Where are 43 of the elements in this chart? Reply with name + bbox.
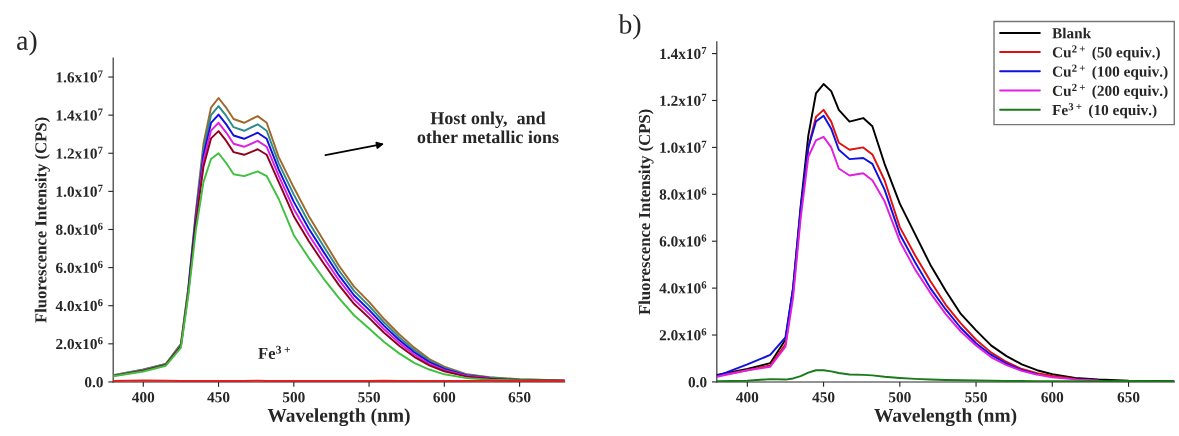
y-tick-label: 1.0x10$^{7}$ <box>56 184 103 197</box>
legend-label: Cu$^{2+}$ (100 equiv.) <box>1052 64 1168 80</box>
legend-label: Cu$^{2+}$ (200 equiv.) <box>1052 83 1168 100</box>
x-tick-label: 550 <box>358 392 380 403</box>
y-tick-label: 2.0x10$^{6}$ <box>56 337 103 350</box>
x-tick-label: 500 <box>282 392 305 403</box>
legend-label: Blank <box>1052 27 1092 39</box>
y-tick-label: 0.0 <box>84 377 103 388</box>
y-tick-label: 8.0x10$^{6}$ <box>659 187 707 200</box>
chart-title: b) <box>618 14 641 40</box>
x-tick-label: 450 <box>207 392 230 403</box>
legend-label: Cu$^{2+}$ (50 equiv.) <box>1052 45 1160 61</box>
y-tick-label: 4.0x10$^{6}$ <box>659 281 707 294</box>
y-tick-label: 1.2x10$^{7}$ <box>660 93 707 106</box>
x-tick-label: 450 <box>812 392 835 403</box>
annotation: Fe$^{3+}$ <box>258 345 291 360</box>
x-tick-label: 650 <box>1117 392 1140 403</box>
x-tick-label: 400 <box>736 392 759 403</box>
x-axis-title: Wavelength (nm) <box>874 408 1017 427</box>
y-tick-label: 1.6x10$^{7}$ <box>56 70 103 83</box>
y-tick-label: 6.0x10$^{6}$ <box>56 260 103 274</box>
line-series <box>716 135 1100 382</box>
x-tick-label: 500 <box>888 392 911 403</box>
y-tick-label: 1.4x10$^{7}$ <box>56 108 103 121</box>
y-axis-title: Fluorescence Intensity (CPS) <box>34 117 50 323</box>
y-tick-label: 1.4x10$^{7}$ <box>660 46 707 60</box>
x-tick-label: 650 <box>508 392 531 403</box>
x-tick-label: 600 <box>433 392 456 403</box>
y-tick-label: 2.0x10$^{6}$ <box>659 328 707 341</box>
y-tick-label: 1.0x10$^{7}$ <box>660 140 707 153</box>
y-tick-label: 4.0x10$^{6}$ <box>55 298 103 312</box>
x-tick-label: 400 <box>132 392 155 403</box>
y-tick-label: 0.0 <box>688 377 707 388</box>
y-tick-label: 6.0x10$^{6}$ <box>659 234 707 247</box>
x-tick-label: 550 <box>965 392 987 403</box>
x-tick-label: 600 <box>1041 392 1064 403</box>
x-axis-title: Wavelength (nm) <box>267 408 410 427</box>
annotation: Host only, and other metallic ions <box>417 111 559 144</box>
y-axis-title: Fluorescence Intensity (CPS) <box>638 109 654 315</box>
chart-title: a) <box>17 30 37 56</box>
legend-label: Fe$^{3+}$ (10 equiv.) <box>1052 103 1157 119</box>
y-tick-label: 8.0x10$^{6}$ <box>56 222 103 235</box>
y-tick-label: 1.2x10$^{7}$ <box>56 146 103 159</box>
